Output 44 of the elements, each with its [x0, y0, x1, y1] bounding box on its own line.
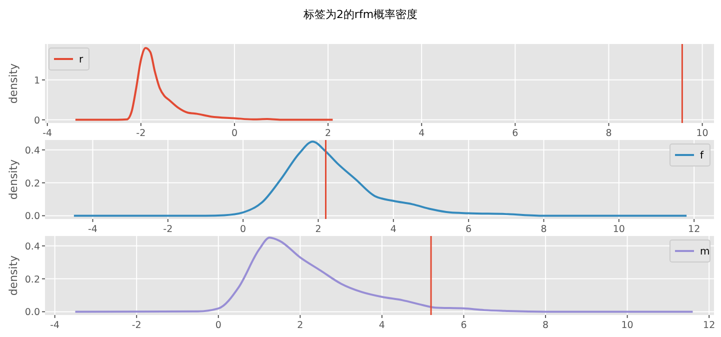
line-series	[74, 46, 334, 121]
y-axis-title: density	[7, 62, 20, 104]
x-tick-label: 10	[696, 128, 708, 139]
y-tick-label: 0.2	[24, 274, 40, 286]
y-tick-label: 0.4	[24, 241, 40, 252]
x-tick-label: 2	[325, 128, 332, 139]
y-tick-label: 1	[34, 75, 40, 86]
x-tick-label: 6	[512, 128, 518, 139]
x-tick-label: 6	[460, 320, 467, 331]
legend-label: r	[79, 54, 84, 66]
y-tick-label: 0.0	[24, 211, 40, 222]
x-tick-label: -4	[42, 128, 52, 139]
x-tick-label: 8	[542, 320, 549, 331]
x-tick-label: -2	[132, 320, 142, 331]
legend-label: m	[700, 246, 710, 258]
x-tick-label: 8	[540, 224, 547, 235]
x-tick-label: 0	[240, 224, 246, 235]
x-tick-label: 0	[231, 128, 238, 139]
x-tick-label: 2	[315, 224, 322, 235]
x-tick-label: 4	[418, 128, 425, 139]
y-tick-label: 0.2	[24, 178, 40, 190]
y-axis-title: density	[7, 158, 20, 200]
x-tick-label: 0	[215, 320, 222, 331]
x-tick-label: 6	[466, 224, 472, 235]
x-tick-label: -2	[163, 224, 173, 235]
x-tick-label: -4	[50, 320, 60, 331]
x-tick-label: 10	[612, 224, 625, 235]
line-series	[72, 140, 688, 217]
x-tick-label: -4	[88, 224, 98, 235]
line-series	[74, 236, 694, 313]
x-tick-label: 12	[703, 320, 716, 331]
y-tick-label: 0	[34, 115, 40, 126]
x-tick-label: 10	[621, 320, 634, 331]
x-tick-label: -2	[136, 128, 146, 139]
x-tick-label: 4	[378, 320, 385, 331]
x-tick-label: 8	[606, 128, 612, 139]
x-tick-label: 4	[390, 224, 396, 235]
y-tick-label: 0.4	[24, 145, 40, 156]
y-tick-label: 0.0	[24, 307, 40, 318]
legend-label: f	[700, 150, 704, 162]
chart-title: 标签为2的rfm概率密度	[302, 8, 418, 21]
x-tick-label: 12	[688, 224, 700, 235]
x-tick-label: 2	[297, 320, 304, 331]
y-axis-title: density	[7, 254, 20, 296]
